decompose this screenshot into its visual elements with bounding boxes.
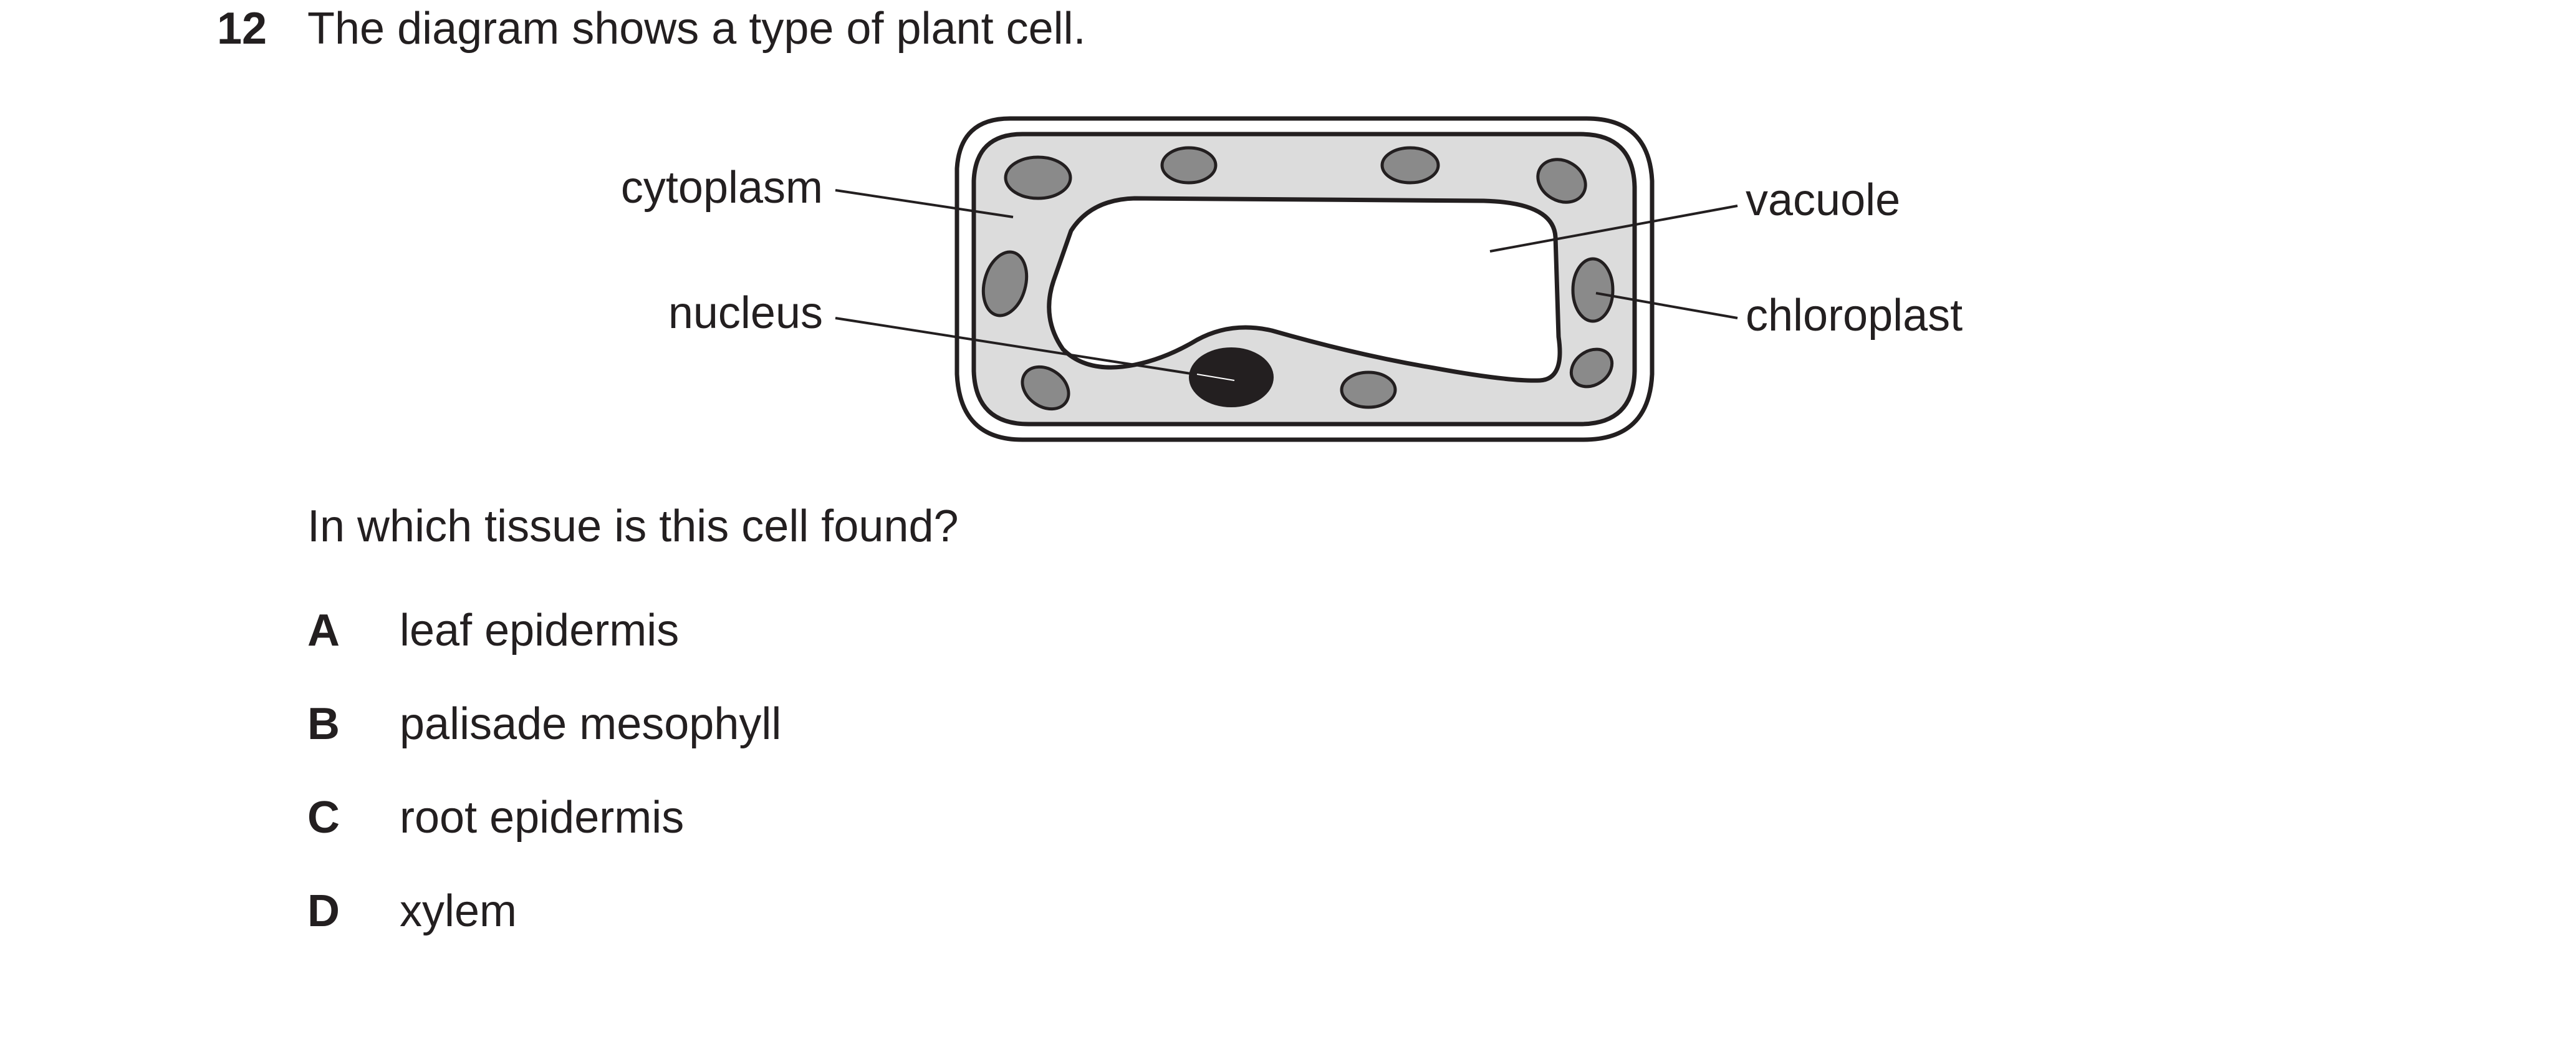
option-text: xylem: [400, 886, 517, 936]
cytoplasm-leader-line: [835, 189, 1014, 218]
label-cytoplasm: cytoplasm: [620, 163, 823, 213]
nucleus-shape: [1189, 347, 1274, 407]
option-text: leaf epidermis: [400, 606, 680, 655]
chloroplast: [1004, 155, 1072, 200]
vacuole-shape: [1047, 196, 1562, 383]
option-letter: B: [307, 699, 340, 749]
option-letter: C: [307, 793, 340, 843]
chloroplast: [1340, 370, 1397, 409]
chloroplast: [1160, 146, 1218, 185]
option-a[interactable]: A leaf epidermis: [307, 608, 679, 653]
label-vacuole: vacuole: [1746, 175, 1901, 225]
nucleus-leader-line-highlight: [1196, 374, 1235, 381]
question-number: 12: [217, 4, 267, 54]
chloroplast: [1536, 158, 1587, 204]
plant-cell-diagram: [835, 116, 1738, 442]
option-letter: D: [307, 886, 340, 936]
chloroplast: [1380, 146, 1440, 185]
option-text: root epidermis: [400, 793, 685, 843]
option-d[interactable]: D xylem: [307, 889, 517, 934]
vacuole-leader-line: [1489, 205, 1738, 253]
option-text: palisade mesophyll: [400, 699, 782, 749]
chloroplast: [1021, 365, 1070, 411]
chloroplast: [1571, 257, 1615, 323]
option-b[interactable]: B palisade mesophyll: [307, 702, 781, 747]
nucleus-leader-line: [835, 317, 1235, 382]
option-c[interactable]: C root epidermis: [307, 795, 684, 840]
label-nucleus: nucleus: [668, 288, 823, 338]
chloroplast-leader-line: [1595, 292, 1738, 319]
option-letter: A: [307, 606, 340, 655]
question-prompt: In which tissue is this cell found?: [307, 501, 959, 551]
question-text: The diagram shows a type of plant cell.: [307, 4, 1086, 54]
chloroplast: [1569, 347, 1614, 389]
label-chloroplast: chloroplast: [1746, 291, 1963, 341]
chloroplast: [981, 250, 1029, 317]
